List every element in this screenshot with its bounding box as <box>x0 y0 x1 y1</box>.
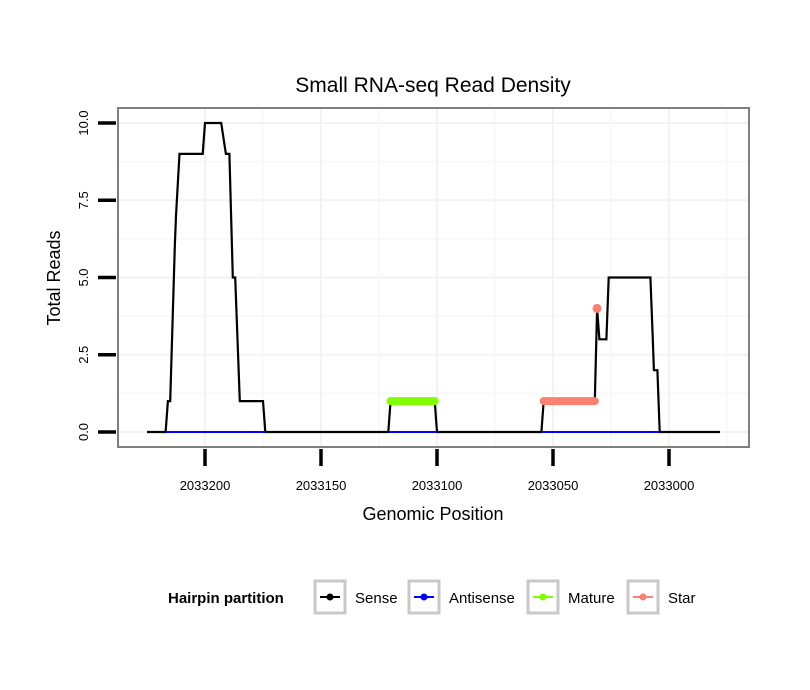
legend-label: Star <box>668 590 696 607</box>
y-tick-label: 5.0 <box>76 268 91 286</box>
legend: Hairpin partition Sense Antisense Mature St… <box>168 579 696 615</box>
legend-label: Sense <box>355 590 398 607</box>
y-tick-label: 0.0 <box>76 423 91 441</box>
legend-key-point <box>639 593 647 601</box>
x-tick-label: 2033100 <box>412 478 463 493</box>
x-axis-title: Genomic Position <box>362 504 503 524</box>
legend-item-mature: Mature <box>526 579 615 615</box>
y-axis: 0.0 2.5 5.0 7.5 10.0 <box>76 110 116 441</box>
legend-item-sense: Sense <box>313 579 398 615</box>
y-tick-label: 10.0 <box>76 110 91 135</box>
x-axis: 2033200 2033150 2033100 2033050 2033000 <box>180 449 695 493</box>
x-tick-label: 2033200 <box>180 478 231 493</box>
legend-item-antisense: Antisense <box>407 579 515 615</box>
legend-key-point <box>539 593 547 601</box>
x-tick-label: 2033000 <box>644 478 695 493</box>
x-tick-label: 2033050 <box>528 478 579 493</box>
y-axis-title: Total Reads <box>44 230 64 325</box>
legend-label: Mature <box>568 590 615 607</box>
legend-item-star: Star <box>626 579 696 615</box>
series-line-sense <box>147 121 720 434</box>
legend-label: Antisense <box>449 590 515 607</box>
legend-key-point <box>420 593 428 601</box>
chart-title: Small RNA-seq Read Density <box>295 74 571 97</box>
y-tick-label: 7.5 <box>76 191 91 209</box>
series-layer <box>147 121 720 434</box>
legend-key-point <box>326 593 334 601</box>
series-point-star <box>592 303 602 313</box>
legend-title: Hairpin partition <box>168 590 284 607</box>
y-tick-label: 2.5 <box>76 346 91 364</box>
x-tick-label: 2033150 <box>296 478 347 493</box>
